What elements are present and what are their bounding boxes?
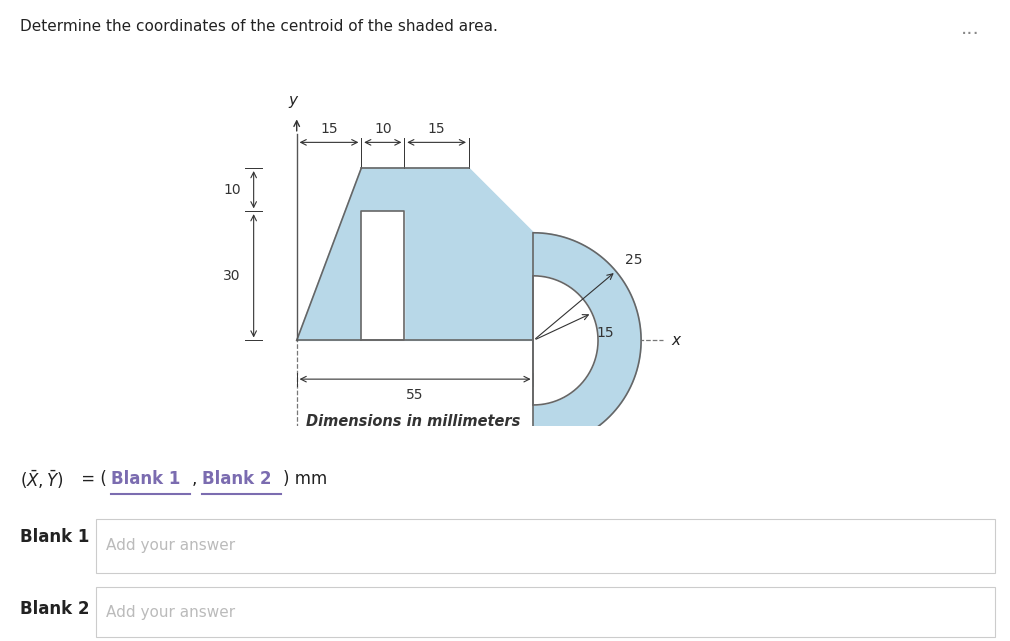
Text: Dimensions in millimeters: Dimensions in millimeters — [306, 413, 520, 429]
Text: Determine the coordinates of the centroid of the shaded area.: Determine the coordinates of the centroi… — [20, 19, 498, 34]
Text: 10: 10 — [374, 122, 392, 136]
Text: 15: 15 — [320, 122, 337, 136]
Text: Add your answer: Add your answer — [106, 604, 235, 620]
Polygon shape — [533, 276, 598, 405]
Text: ...: ... — [961, 19, 980, 38]
Text: 25: 25 — [624, 253, 642, 267]
FancyBboxPatch shape — [96, 587, 995, 637]
Text: Blank 1: Blank 1 — [20, 528, 90, 546]
Text: Blank 2: Blank 2 — [202, 470, 272, 488]
FancyBboxPatch shape — [96, 519, 995, 573]
Text: $(\bar{X},\bar{Y})$: $(\bar{X},\bar{Y})$ — [20, 468, 64, 491]
Text: ,: , — [192, 470, 197, 488]
Text: 15: 15 — [596, 326, 614, 340]
Text: x: x — [672, 333, 681, 348]
Text: ) mm: ) mm — [283, 470, 327, 488]
Text: 55: 55 — [406, 388, 424, 402]
Text: = (: = ( — [76, 470, 106, 488]
Text: y: y — [288, 93, 297, 108]
Text: Blank 1: Blank 1 — [111, 470, 181, 488]
Text: 15: 15 — [428, 122, 445, 136]
Polygon shape — [362, 212, 404, 340]
Polygon shape — [297, 168, 641, 448]
Text: 10: 10 — [223, 183, 240, 197]
Text: 30: 30 — [223, 269, 240, 283]
Text: Add your answer: Add your answer — [106, 538, 235, 553]
Text: Blank 2: Blank 2 — [20, 600, 90, 618]
